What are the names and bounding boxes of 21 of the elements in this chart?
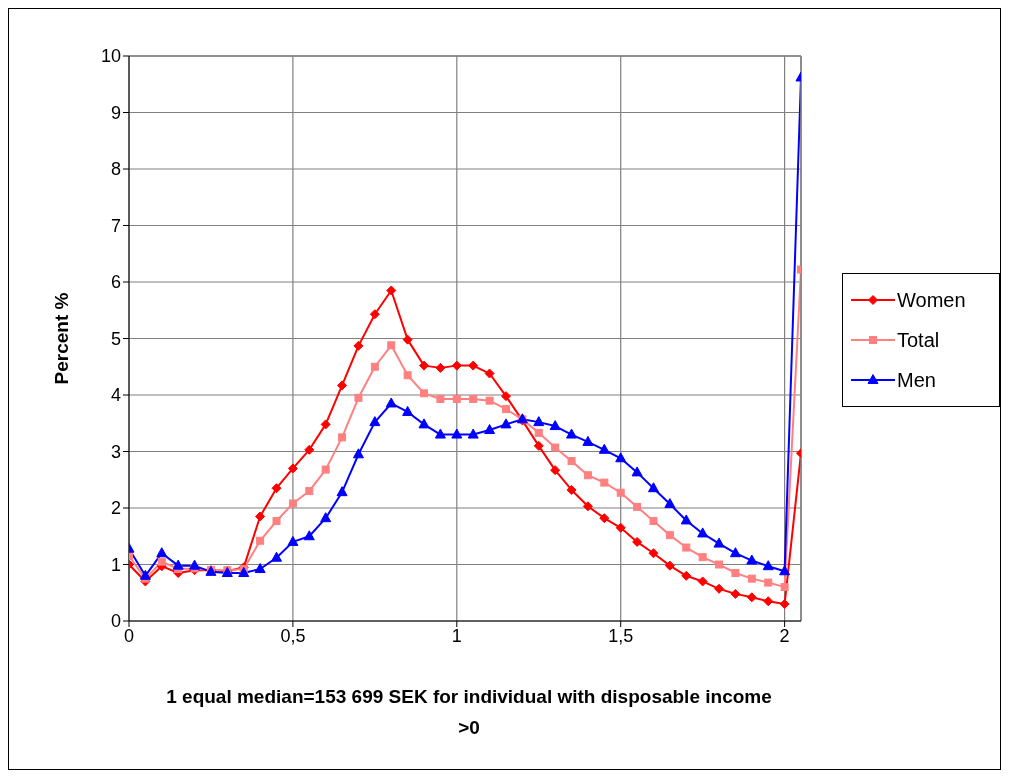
x-tick-label: 0,5	[280, 625, 306, 646]
y-tick-label: 2	[110, 498, 121, 519]
legend-label: Men	[897, 368, 936, 392]
y-tick-label: 9	[110, 102, 121, 123]
y-tick-label: 4	[110, 385, 121, 406]
y-tick-label: 1	[110, 554, 121, 575]
y-tick-label: 7	[110, 215, 121, 236]
y-tick-label: 3	[110, 441, 121, 462]
y-tick-label: 0	[110, 611, 121, 632]
x-tick-label: 1	[451, 625, 462, 646]
y-axis-title: Percent %	[50, 292, 72, 385]
legend-label: Total	[897, 328, 940, 352]
y-tick-label: 10	[100, 46, 121, 67]
legend-label: Women	[897, 288, 966, 312]
x-tick-label: 1,5	[608, 625, 634, 646]
x-axis-title: 1 equal median=153 699 SEK for individual with disposable income >0	[165, 685, 773, 740]
y-tick-label: 8	[110, 159, 121, 180]
x-tick-label: 2	[779, 625, 790, 646]
y-tick-label: 6	[110, 272, 121, 293]
x-tick-label: 0	[123, 625, 135, 646]
y-tick-label: 5	[110, 328, 121, 349]
